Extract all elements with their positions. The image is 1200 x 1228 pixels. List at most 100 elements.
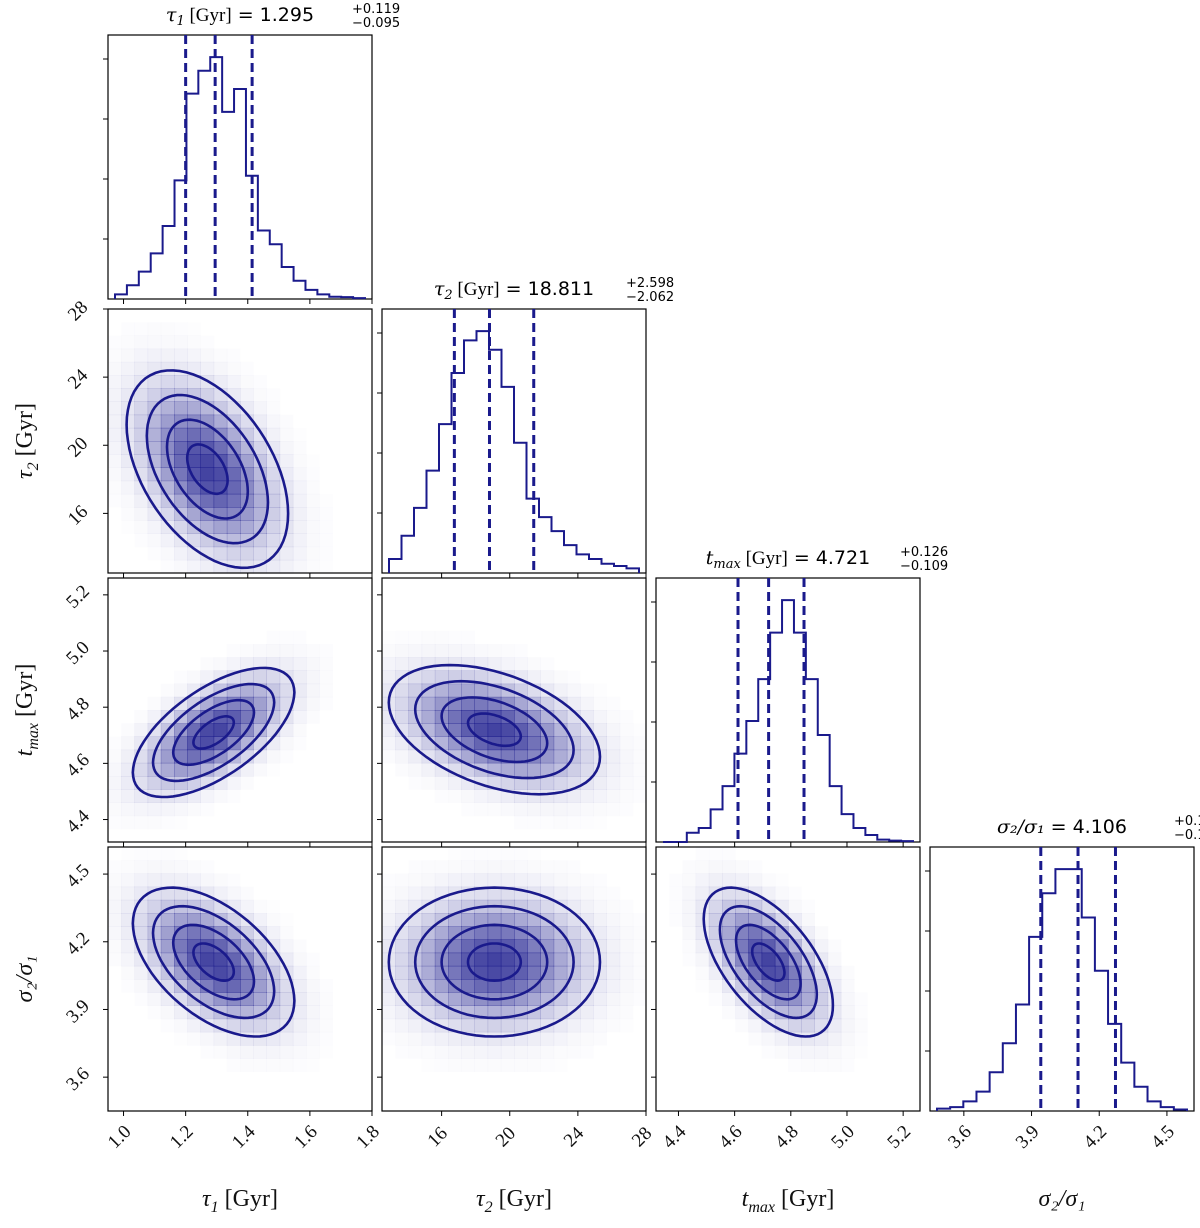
contour-0.5 [750, 942, 786, 983]
density-cell [240, 776, 254, 790]
density-cell [514, 749, 528, 764]
density-cell [435, 631, 449, 645]
density-cell [160, 710, 175, 724]
density-cell [200, 802, 214, 816]
density-cell [633, 723, 647, 737]
contour-2 [387, 886, 602, 1038]
density-cell [606, 723, 620, 737]
density-cell [280, 926, 294, 940]
density-cell [253, 696, 267, 711]
density-cell [240, 375, 254, 389]
density-cell [306, 953, 320, 967]
density-cell [382, 992, 396, 1006]
density-cell [540, 789, 555, 803]
density-cell [633, 966, 647, 980]
density-cell [395, 1018, 409, 1033]
density-cell [408, 1045, 422, 1059]
density-cell [319, 697, 333, 711]
density-cell [319, 560, 333, 574]
density-cell [240, 683, 254, 698]
density-cell [708, 873, 723, 888]
title-err-plus: +0.119 [352, 2, 400, 17]
density-cell [606, 1005, 620, 1019]
density-cell [527, 847, 541, 861]
title-subscript: max [713, 557, 741, 572]
density-cell [567, 816, 581, 830]
density-cell [422, 776, 436, 790]
density-cell [448, 776, 462, 790]
histogram-tmax [663, 599, 914, 843]
density-cell [279, 546, 294, 561]
y-axis-label-tmax: tmax [Gyr] [12, 664, 42, 757]
density-cell [213, 723, 228, 737]
density-cell [395, 939, 409, 954]
axis-unit: [Gyr] [219, 1186, 278, 1212]
density-cell [709, 992, 723, 1006]
density-cell [474, 723, 489, 737]
density-cell [606, 762, 621, 777]
density-cell [292, 979, 307, 993]
density-cell [735, 979, 749, 993]
density-cell [448, 631, 462, 645]
density-cell [514, 1058, 528, 1072]
density-cell [226, 1018, 241, 1033]
density-cell [121, 467, 135, 482]
density-cell [500, 736, 515, 751]
density-cell [121, 847, 135, 861]
density-cell [735, 860, 749, 874]
density-cell [147, 388, 162, 402]
title-err-minus: −0.109 [900, 559, 948, 574]
density-cell [620, 979, 634, 993]
density-cell [306, 533, 320, 547]
density-cell [279, 979, 294, 993]
density-cell [266, 670, 281, 685]
contour-2 [387, 663, 602, 796]
density-cell [682, 899, 697, 914]
density-cell [227, 1045, 241, 1059]
density-cell [580, 952, 594, 967]
density-cell [695, 873, 710, 888]
density-cell [266, 952, 281, 967]
density-cell [240, 657, 254, 671]
density-cell [788, 992, 802, 1006]
density-cell [841, 1019, 855, 1033]
density-cell [540, 816, 554, 830]
density-cell [108, 789, 122, 803]
density-cell [187, 873, 201, 888]
density-cell [266, 683, 281, 698]
density-cell [408, 657, 423, 671]
density-cell [774, 1031, 789, 1046]
contour-2 [125, 369, 290, 570]
density-cell [553, 749, 568, 764]
density-cell [134, 427, 149, 442]
density-cell [292, 546, 307, 561]
density-cell [580, 939, 594, 954]
density-cell [422, 873, 436, 887]
density-cell [292, 1018, 307, 1033]
density-cell [134, 414, 149, 429]
density-cell [306, 644, 320, 658]
density-cell [227, 362, 241, 376]
density-cell [408, 1018, 423, 1033]
contour-2 [131, 886, 296, 1038]
density-cell [682, 939, 696, 953]
density-cell [293, 644, 307, 658]
density-cell [121, 816, 135, 830]
density-cell [134, 723, 149, 737]
density-cell [306, 1045, 320, 1059]
density-cell [200, 546, 215, 561]
axis-subscript: 2 [25, 462, 42, 470]
density-cell [187, 860, 201, 874]
density-cell [213, 1031, 228, 1046]
density-cell [827, 1031, 842, 1046]
y-tick-label: 28 [64, 297, 92, 325]
axis-symbol: σ₂/σ₁ [12, 955, 38, 1002]
density-cell [108, 763, 122, 777]
density-cell [554, 816, 568, 830]
density-cell [593, 1005, 607, 1020]
panel-tau2-vs-sigma_ratio [381, 846, 647, 1112]
density-cell [108, 887, 122, 901]
density-cell [620, 953, 634, 967]
density-cell [240, 887, 254, 901]
density-cell [527, 802, 541, 816]
